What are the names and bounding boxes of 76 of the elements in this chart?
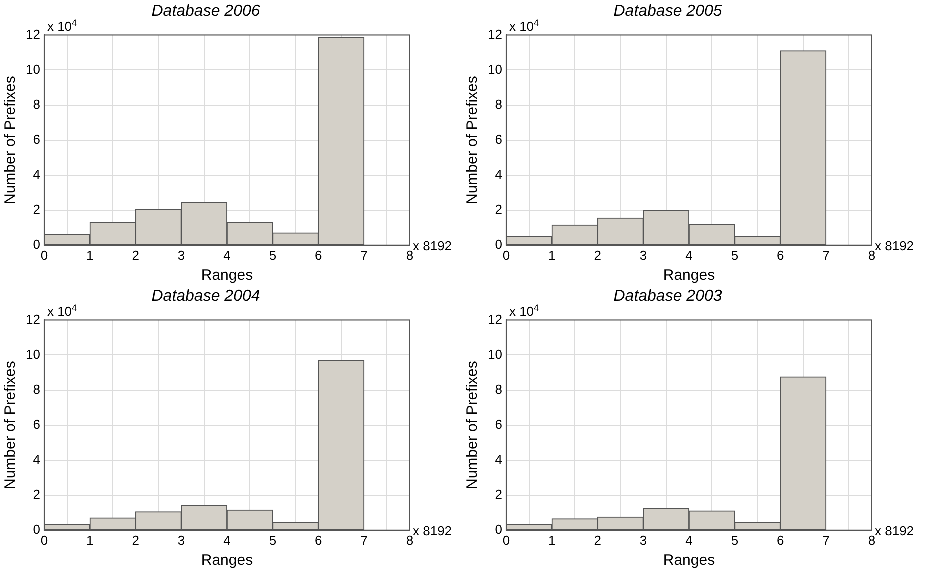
y-axis-title: Number of Prefixes [2,361,20,490]
text: x 8192 [413,238,452,254]
x-axis-title: Ranges [663,552,716,570]
x-tick-label: 6 [315,532,322,548]
x-tick-label: 1 [86,248,94,263]
chart-title: Database 2003 [614,288,722,306]
y-tick-label: 12 [488,312,502,327]
x-axis-title: Ranges [201,552,254,570]
y-tick-label: 0 [33,236,40,252]
x-tick-label: 5 [731,532,739,548]
y-axis-title: Number of Prefixes [2,76,20,204]
x-tick-label: 7 [822,532,830,548]
y-tick-label: 8 [495,382,502,397]
x-tick-label: 8 [406,532,414,548]
y-tick-label: 6 [33,132,40,147]
y-axis-title: Number of Prefixes [464,76,482,204]
x-tick-label: 4 [686,248,693,263]
y-tick-label: 4 [495,166,502,182]
y-tick-label: 6 [495,132,502,147]
y-tick-label: 6 [33,416,40,432]
x-axis-title: Ranges [663,267,716,284]
text: x 8192 [875,523,914,538]
x-tick-label: 6 [777,248,784,263]
x-tick-label: 8 [406,248,414,263]
x-tick-label: 7 [822,248,830,263]
y-tick-label: 0 [33,522,40,537]
x-tick-label: 8 [868,532,876,548]
x-tick-label: 5 [731,248,739,263]
x-tick-label: 1 [548,532,556,548]
text: x 8192 [875,238,914,254]
y-tick-label: 0 [495,236,502,252]
chart-title: Database 2004 [152,288,260,306]
x-tick-label: 8 [868,248,876,263]
x-tick-label: 3 [640,248,648,263]
chart-title: Database 2006 [152,3,260,20]
y-tick-label: 10 [26,62,40,77]
y-tick-label: 8 [495,96,502,112]
x-tick-label: 2 [132,532,140,548]
y-tick-label: 10 [488,346,502,362]
y-tick-label: 8 [33,382,40,397]
x-tick-label: 2 [132,248,140,263]
y-tick-label: 2 [33,202,40,217]
y-tick-label: 6 [495,416,502,432]
y-tick-label: 12 [26,26,40,42]
x-tick-label: 6 [777,532,784,548]
x-tick-label: 3 [178,532,186,548]
x-tick-label: 6 [315,248,322,263]
y-tick-label: 4 [495,452,502,467]
x-axis-title: Ranges [201,267,254,284]
y-tick-label: 8 [33,96,40,112]
x-tick-label: 4 [224,248,231,263]
x-tick-label: 4 [686,532,693,548]
x-tick-label: 1 [548,248,556,263]
text: x 8192 [413,523,452,538]
y-tick-label: 2 [495,202,502,217]
y-tick-label: 10 [26,346,40,362]
x-tick-label: 1 [86,532,94,548]
y-tick-label: 4 [33,166,40,182]
y-tick-label: 10 [488,62,502,77]
x-tick-label: 5 [269,532,277,548]
x-tick-label: 7 [360,248,368,263]
y-tick-label: 12 [488,26,502,42]
chart-title: Database 2005 [614,3,722,20]
x-tick-label: 3 [178,248,186,263]
x-tick-label: 2 [594,248,602,263]
y-tick-label: 0 [495,522,502,537]
x-tick-label: 3 [640,532,648,548]
x-tick-label: 2 [594,532,602,548]
x-tick-label: 5 [269,248,277,263]
y-tick-label: 12 [26,312,40,327]
y-tick-label: 2 [33,486,40,502]
y-axis-title: Number of Prefixes [464,361,482,490]
y-tick-label: 2 [495,486,502,502]
x-tick-label: 4 [224,532,231,548]
x-tick-label: 7 [360,532,368,548]
y-tick-label: 4 [33,452,40,467]
